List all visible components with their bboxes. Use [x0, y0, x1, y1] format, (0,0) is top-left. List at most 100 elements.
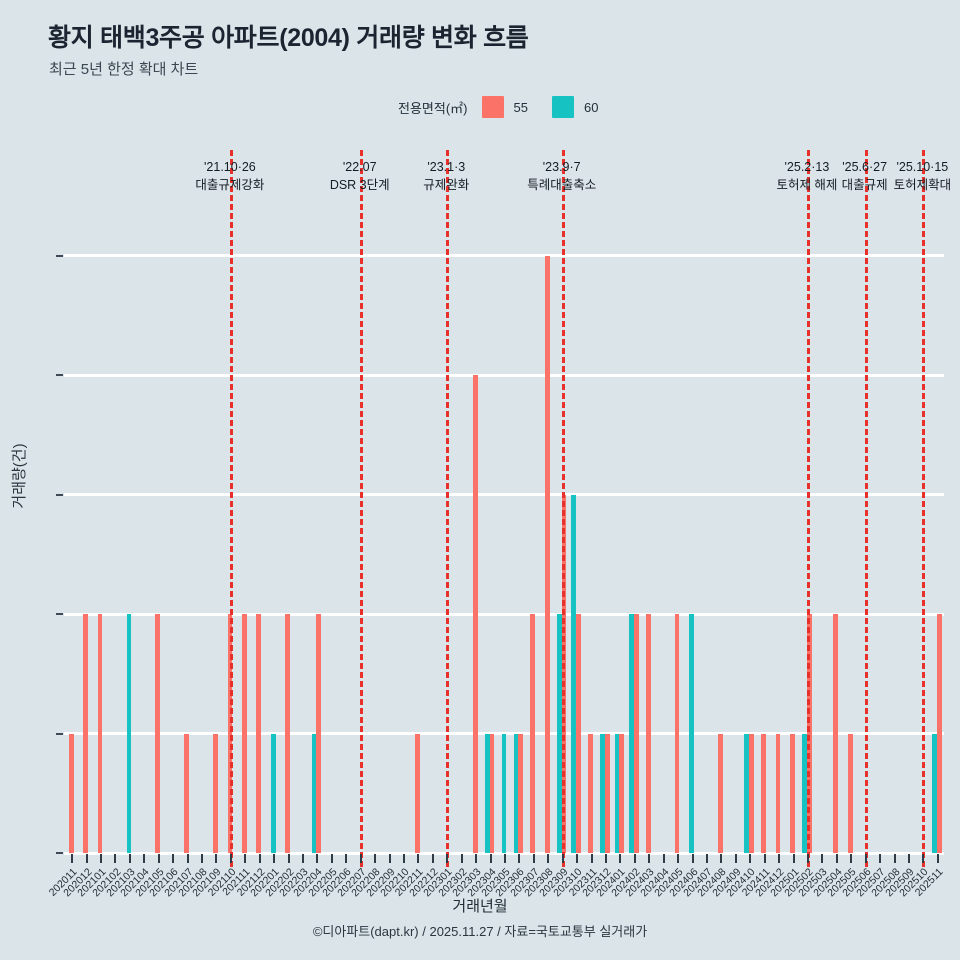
bar-55[interactable] — [316, 614, 322, 853]
bar-55[interactable] — [775, 733, 781, 853]
x-tick-mark — [518, 854, 521, 863]
bar-55[interactable] — [184, 733, 189, 853]
gridline — [64, 254, 944, 258]
bar-55[interactable] — [68, 733, 74, 853]
x-tick-mark — [489, 854, 492, 863]
bar-55[interactable] — [619, 733, 625, 853]
legend-label-55: 55 — [513, 99, 528, 115]
bar-55[interactable] — [604, 733, 610, 853]
bar-55[interactable] — [790, 733, 795, 853]
bar-60[interactable] — [571, 494, 577, 853]
bar-60[interactable] — [513, 733, 519, 853]
x-tick-mark — [936, 854, 939, 863]
y-axis-label: 거래량(건) — [11, 443, 28, 509]
legend-swatch-55 — [481, 96, 504, 118]
x-tick-mark — [388, 854, 391, 863]
bar-55[interactable] — [489, 733, 495, 853]
bar-60[interactable] — [556, 614, 562, 853]
bar-55[interactable] — [718, 733, 723, 853]
bar-55[interactable] — [97, 614, 103, 853]
bar-55[interactable] — [83, 614, 88, 853]
bar-60[interactable] — [501, 733, 507, 853]
bar-60[interactable] — [629, 614, 634, 853]
event-line — [561, 150, 565, 867]
bar-55[interactable] — [588, 733, 593, 853]
event-text: 대출규제강화 — [195, 178, 265, 193]
x-tick-mark — [114, 854, 117, 863]
event-date: '25.2·13 — [784, 160, 830, 174]
bar-60[interactable] — [689, 614, 694, 853]
bar-55[interactable] — [241, 614, 247, 853]
bar-60[interactable] — [600, 733, 605, 853]
x-tick-mark — [648, 854, 651, 863]
x-axis-label: 거래년월 — [452, 898, 508, 915]
x-tick-mark — [215, 854, 218, 863]
bar-60[interactable] — [614, 733, 620, 853]
y-tick-mark — [56, 852, 63, 854]
bar-60[interactable] — [744, 733, 750, 853]
x-tick-mark — [244, 854, 247, 863]
y-tick-mark — [56, 374, 63, 377]
x-tick-mark — [749, 854, 752, 863]
event-text: 토허제확대 — [893, 178, 952, 193]
bar-60[interactable] — [932, 733, 937, 853]
x-tick-mark — [100, 854, 103, 863]
bar-55[interactable] — [285, 614, 290, 853]
bar-55[interactable] — [576, 614, 581, 853]
bar-60[interactable] — [126, 614, 132, 853]
bar-55[interactable] — [256, 614, 262, 853]
y-tick-mark — [56, 254, 63, 257]
event-label: '25.10·15 토허제확대 — [894, 158, 952, 194]
x-tick-mark — [302, 854, 305, 863]
bar-55[interactable] — [633, 614, 639, 853]
bar-60[interactable] — [484, 733, 490, 853]
bar-55[interactable] — [415, 733, 420, 853]
bar-55[interactable] — [936, 614, 942, 853]
x-tick-mark — [821, 854, 824, 863]
bar-55[interactable] — [645, 614, 651, 853]
x-tick-mark — [71, 854, 74, 863]
x-tick-mark — [460, 854, 463, 863]
x-tick-mark — [547, 854, 550, 863]
x-tick-mark — [604, 854, 607, 863]
x-tick-mark — [590, 854, 593, 863]
x-tick-mark — [229, 854, 232, 863]
x-tick-mark — [677, 854, 680, 863]
x-tick-mark — [792, 854, 795, 863]
x-axis-ticks: 202011 202012 202101 202102 202103 202104 2021… — [47, 854, 945, 914]
bar-55[interactable] — [472, 375, 478, 853]
event-label: '25.2·13 토허제 해제 — [776, 158, 837, 194]
bar-55[interactable] — [155, 614, 161, 853]
bar-60[interactable] — [311, 733, 317, 853]
y-tick-mark — [56, 732, 63, 735]
gridline — [64, 612, 944, 616]
event-line — [229, 150, 233, 867]
bar-55[interactable] — [847, 733, 853, 853]
bar-55[interactable] — [213, 733, 218, 853]
x-tick-mark — [705, 854, 708, 863]
bar-55[interactable] — [544, 255, 550, 853]
bar-55[interactable] — [749, 733, 754, 853]
event-line — [864, 150, 868, 867]
event-label: '25.6·27 대출규제 — [842, 158, 888, 194]
bar-55[interactable] — [530, 614, 536, 853]
bar-60[interactable] — [802, 733, 807, 853]
bar-55[interactable] — [518, 733, 524, 853]
event-date: '21.10·26 — [204, 160, 256, 174]
x-tick-mark — [186, 854, 189, 863]
bar-55[interactable] — [761, 733, 767, 853]
gridline — [64, 732, 944, 736]
y-tick-mark — [56, 493, 63, 496]
gridline — [64, 373, 944, 377]
x-tick-mark — [662, 854, 665, 863]
x-tick-mark — [633, 854, 636, 863]
legend-swatch-60 — [551, 96, 574, 118]
x-tick-mark — [157, 854, 160, 863]
x-tick-mark — [893, 854, 896, 863]
x-tick-mark — [374, 854, 377, 863]
bar-55[interactable] — [833, 614, 839, 853]
event-text: 토허제 해제 — [776, 178, 838, 193]
bar-60[interactable] — [270, 733, 276, 853]
x-tick-mark — [258, 854, 261, 863]
bar-55[interactable] — [674, 614, 680, 853]
